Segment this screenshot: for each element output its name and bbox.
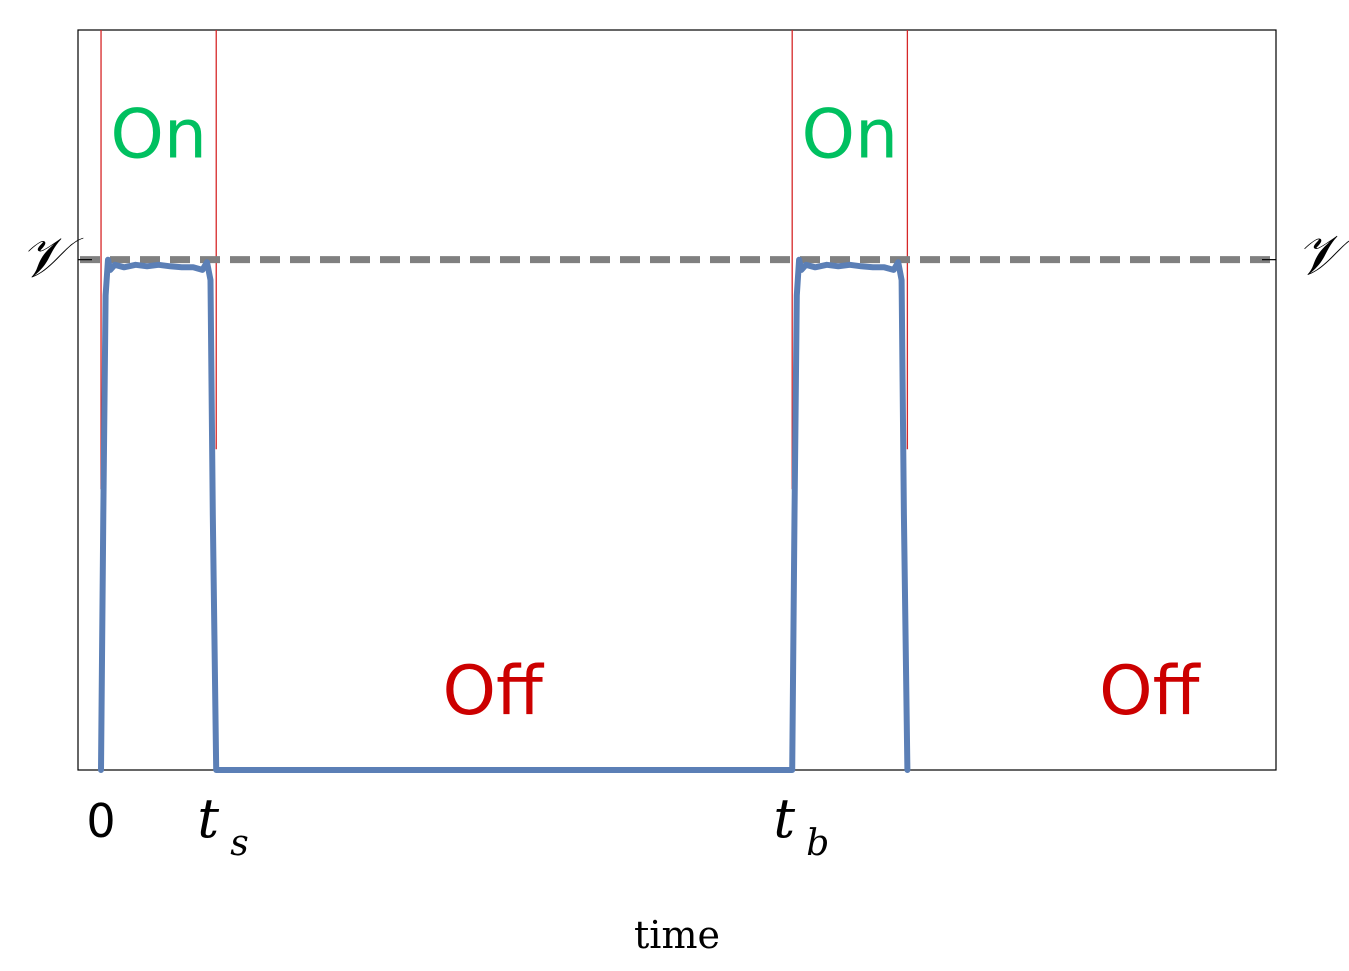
right-reference-label: 𝒱 — [1296, 223, 1349, 288]
x-tick-label-subscript: s — [230, 823, 248, 864]
x-tick-label-subscript: b — [806, 823, 829, 864]
x-axis-label: time — [634, 913, 720, 957]
y-tick-label: 𝒱 — [20, 226, 84, 291]
series-group — [98, 256, 911, 773]
region-label: On — [801, 96, 898, 175]
region-label: Off — [443, 652, 546, 731]
x-tick-label: 0 — [86, 794, 115, 848]
region-label: On — [110, 96, 207, 175]
region-label: Off — [1099, 652, 1202, 731]
x-tick-label: t — [773, 787, 795, 850]
y-ticks: 𝒱 — [20, 226, 84, 291]
x-tick-label: t — [197, 787, 219, 850]
annotations-group: On On Off Off — [110, 96, 1201, 731]
series-line — [98, 256, 911, 773]
plot-frame — [77, 29, 1277, 771]
